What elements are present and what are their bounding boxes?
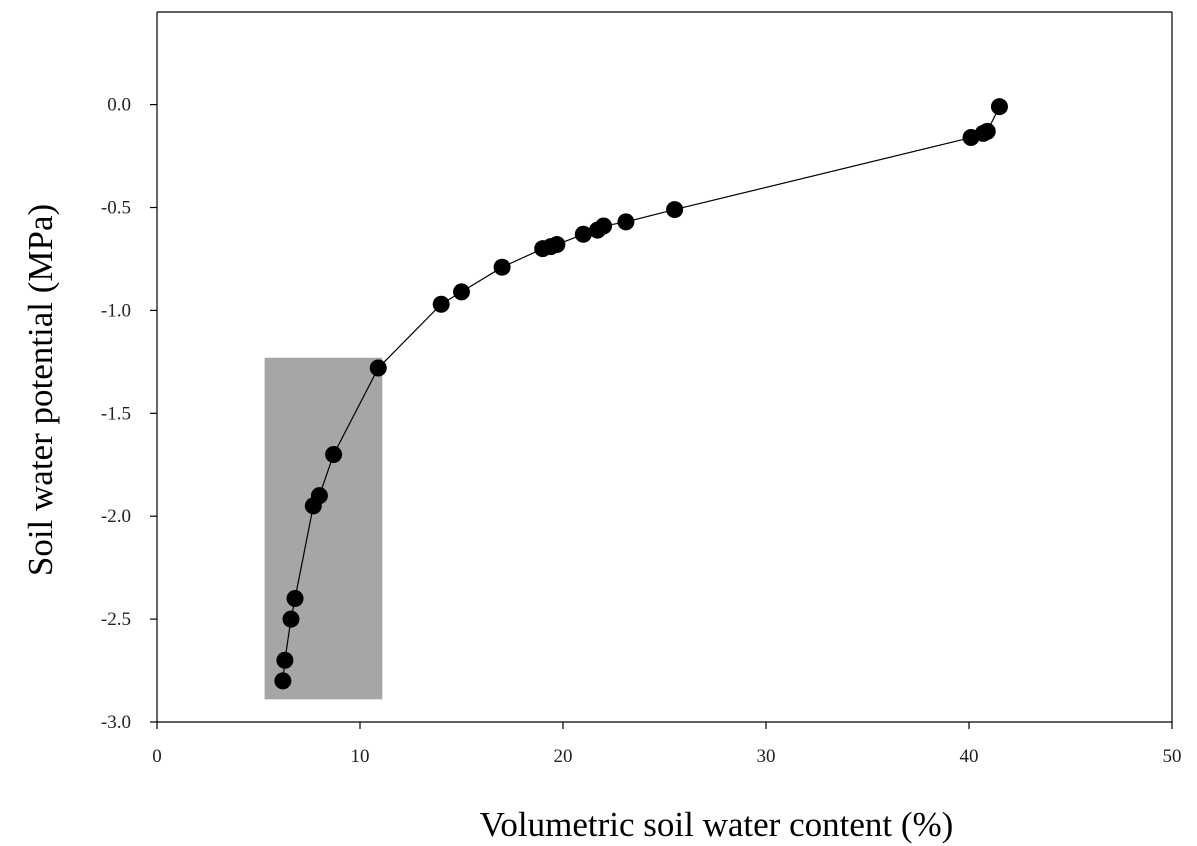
x-tick-label: 0	[152, 746, 162, 767]
y-tick-label: -3.0	[101, 712, 131, 733]
data-point	[574, 225, 592, 243]
x-tick-label: 50	[1163, 746, 1182, 767]
y-axis-title: Soil water potential (MPa)	[21, 204, 60, 576]
x-tick-label: 40	[960, 746, 979, 767]
y-tick-label: -1.0	[101, 300, 131, 321]
data-point	[432, 295, 450, 313]
x-tick-label: 20	[554, 746, 573, 767]
data-point	[274, 672, 292, 690]
y-tick-label: -1.5	[101, 403, 131, 424]
data-point	[325, 445, 343, 463]
data-point	[282, 610, 300, 628]
data-point	[276, 651, 294, 669]
y-tick-label: 0.0	[107, 95, 131, 116]
data-point	[548, 236, 566, 254]
x-tick-label: 10	[351, 746, 370, 767]
y-tick-label: -2.0	[101, 506, 131, 527]
data-point	[978, 122, 996, 140]
y-tick-label: -2.5	[101, 609, 131, 630]
data-point	[666, 201, 684, 219]
series-layer	[274, 98, 1008, 690]
data-point	[369, 359, 387, 377]
data-point	[493, 258, 511, 276]
shaded-region-layer	[264, 357, 383, 700]
y-tick-label: -0.5	[101, 198, 131, 219]
data-point	[453, 283, 470, 301]
series-line	[282, 106, 1000, 681]
data-point	[286, 590, 304, 608]
data-point	[617, 213, 635, 231]
ticks: 0 10 20 30 40 50 0.0 -0.5 -1.0 -1.5 -2.0 -2.5 -3.0	[101, 95, 1182, 767]
data-point	[595, 217, 613, 235]
x-tick-label: 30	[757, 746, 776, 767]
shaded-region	[264, 357, 383, 700]
data-point	[310, 487, 328, 505]
axes	[156, 11, 1173, 723]
data-point	[990, 98, 1008, 116]
x-axis-title: Volumetric soil water content (%)	[480, 805, 954, 844]
